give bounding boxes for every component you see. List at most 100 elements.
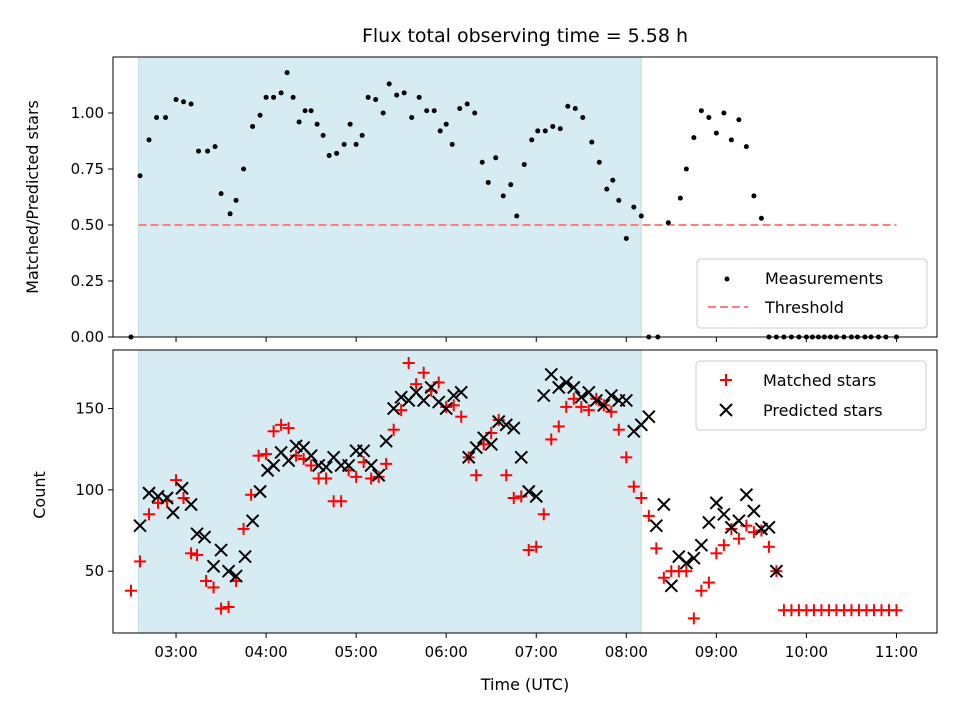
measurement-point bbox=[314, 121, 320, 127]
measurement-point bbox=[521, 162, 527, 168]
matched-star-point bbox=[695, 584, 708, 597]
top-x-axis bbox=[175, 337, 897, 342]
measurement-point bbox=[557, 126, 563, 132]
predicted-star-point bbox=[507, 421, 521, 435]
predicted-star-point bbox=[567, 380, 581, 395]
measurement-point bbox=[677, 195, 683, 201]
measurement-point bbox=[529, 137, 535, 143]
matched-star-point bbox=[134, 555, 147, 568]
predicted-star-point bbox=[304, 449, 318, 463]
matched-star-point bbox=[710, 547, 723, 560]
predicted-star-point bbox=[529, 489, 543, 504]
chart-title: Flux total observing time = 5.58 h bbox=[362, 25, 688, 47]
x-tick-label: 09:00 bbox=[695, 643, 738, 661]
predicted-star-point bbox=[364, 458, 378, 473]
matched-star-point bbox=[537, 508, 550, 521]
predicted-star-point bbox=[664, 579, 679, 593]
predicted-star-point bbox=[341, 458, 356, 473]
matched-star-point bbox=[732, 532, 745, 545]
predicted-star-point bbox=[679, 556, 694, 570]
predicted-star-point bbox=[190, 527, 204, 541]
measurement-point bbox=[713, 130, 719, 136]
matched-star-point bbox=[245, 488, 258, 501]
measurement-point bbox=[290, 94, 296, 100]
measurement-point bbox=[271, 94, 277, 100]
matched-star-point bbox=[275, 418, 288, 431]
top-y-axis: 0.00 0.25 0.50 0.75 1.00 bbox=[71, 104, 113, 346]
bottom-legend: Matched stars Predicted stars bbox=[695, 360, 927, 431]
measurement-point bbox=[431, 108, 437, 114]
matched-star-point bbox=[680, 565, 693, 578]
predicted-star-point bbox=[552, 380, 566, 395]
predicted-star-point bbox=[559, 375, 573, 390]
measurement-point bbox=[535, 128, 541, 134]
x-tick-label: 03:00 bbox=[154, 643, 197, 661]
measurement-point bbox=[380, 110, 386, 116]
measurement-point bbox=[721, 110, 727, 116]
top-legend: Measurements Threshold bbox=[696, 258, 928, 329]
bottom-legend-box bbox=[695, 360, 927, 431]
measurement-point bbox=[631, 204, 637, 210]
x-tick-label: 06:00 bbox=[425, 643, 468, 661]
matched-star-point bbox=[125, 584, 138, 597]
predicted-star-point bbox=[454, 385, 468, 399]
matched-star-point bbox=[567, 392, 580, 405]
measurement-point bbox=[284, 70, 290, 76]
matched-star-point bbox=[500, 469, 513, 482]
matched-star-point bbox=[762, 540, 775, 553]
matched-star-point bbox=[530, 540, 543, 553]
measurement-point bbox=[373, 97, 379, 103]
measurement-point bbox=[250, 123, 256, 129]
measurement-point bbox=[241, 166, 247, 172]
measurement-point bbox=[233, 197, 239, 203]
bottom-y-tick-label: 100 bbox=[75, 481, 104, 499]
measurement-point bbox=[416, 94, 422, 100]
bottom-x-axis: 03:00 04:00 05:00 06:00 07:00 08:00 09:00 10:00… bbox=[154, 633, 918, 661]
matched-star-point bbox=[207, 581, 220, 594]
predicted-star-point bbox=[492, 414, 506, 429]
matched-star-point bbox=[575, 400, 588, 413]
predicted-star-point bbox=[604, 388, 619, 403]
x-tick-label: 08:00 bbox=[605, 643, 648, 661]
predicted-star-point bbox=[717, 507, 731, 521]
measurement-point bbox=[320, 132, 326, 138]
predicted-star-point bbox=[642, 409, 656, 424]
measurement-point bbox=[341, 141, 347, 147]
matched-star-point bbox=[380, 457, 393, 470]
measurement-point bbox=[424, 108, 430, 114]
bottom-y-axis: 50 100 150 bbox=[75, 400, 113, 580]
predicted-star-point bbox=[589, 393, 604, 408]
measurement-point bbox=[146, 137, 152, 143]
matched-star-point bbox=[627, 480, 640, 493]
measurement-point bbox=[257, 112, 263, 118]
matched-star-point bbox=[170, 474, 183, 487]
matched-star-point bbox=[552, 420, 565, 433]
predicted-star-point bbox=[184, 497, 198, 512]
measurement-point bbox=[472, 110, 478, 116]
measurement-point bbox=[464, 101, 470, 107]
predicted-star-point bbox=[469, 440, 483, 455]
measurement-point bbox=[751, 193, 757, 199]
predicted-star-point bbox=[499, 418, 513, 432]
measurement-point bbox=[263, 94, 269, 100]
matched-star-point bbox=[320, 472, 333, 485]
matched-star-point bbox=[612, 423, 625, 436]
predicted-star-point bbox=[657, 497, 671, 512]
predicted-star-point bbox=[597, 398, 611, 413]
measurement-point bbox=[623, 235, 629, 241]
predicted-star-point bbox=[739, 488, 754, 502]
measurement-point bbox=[347, 121, 353, 127]
matched-star-point bbox=[642, 509, 655, 522]
legend-measurements-label: Measurements bbox=[765, 269, 883, 288]
top-legend-box bbox=[696, 258, 928, 329]
predicted-star-point bbox=[221, 564, 236, 578]
matched-star-point bbox=[335, 495, 348, 508]
predicted-star-point bbox=[175, 481, 189, 495]
measurement-point bbox=[181, 99, 187, 105]
predicted-star-point bbox=[245, 514, 260, 528]
x-axis-label: Time (UTC) bbox=[480, 675, 569, 694]
predicted-star-point bbox=[379, 434, 393, 448]
predicted-star-point bbox=[649, 518, 664, 533]
